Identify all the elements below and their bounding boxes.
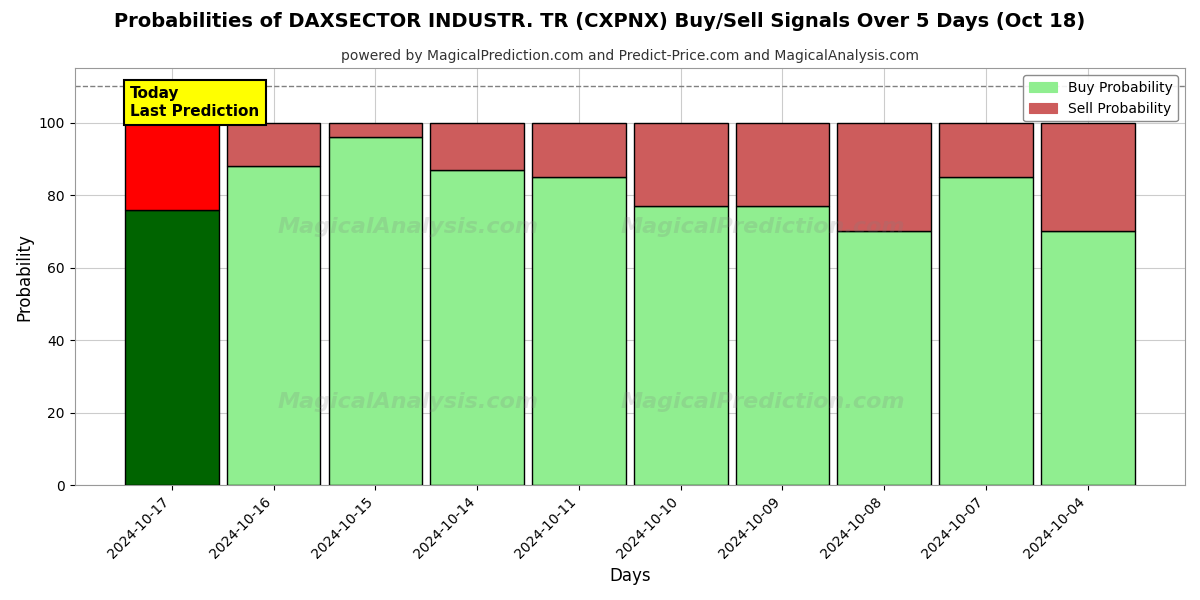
Bar	[227, 166, 320, 485]
Legend: Buy Probability, Sell Probability: Buy Probability, Sell Probability	[1024, 75, 1178, 121]
Bar	[125, 123, 218, 209]
Bar	[329, 137, 422, 485]
Text: MagicalPrediction.com: MagicalPrediction.com	[620, 392, 905, 412]
Bar	[125, 209, 218, 485]
X-axis label: Days: Days	[610, 567, 650, 585]
Bar	[532, 177, 625, 485]
Bar	[634, 123, 727, 206]
Y-axis label: Probability: Probability	[16, 233, 34, 320]
Bar	[1040, 232, 1134, 485]
Bar	[532, 123, 625, 177]
Text: MagicalAnalysis.com: MagicalAnalysis.com	[277, 392, 539, 412]
Bar	[736, 123, 829, 206]
Bar	[1040, 123, 1134, 232]
Bar	[329, 123, 422, 137]
Bar	[838, 232, 931, 485]
Bar	[736, 206, 829, 485]
Bar	[634, 206, 727, 485]
Bar	[431, 123, 524, 170]
Text: MagicalAnalysis.com: MagicalAnalysis.com	[277, 217, 539, 237]
Bar	[227, 123, 320, 166]
Bar	[838, 123, 931, 232]
Text: Today
Last Prediction: Today Last Prediction	[131, 86, 259, 119]
Text: MagicalPrediction.com: MagicalPrediction.com	[620, 217, 905, 237]
Bar	[940, 177, 1033, 485]
Bar	[940, 123, 1033, 177]
Title: powered by MagicalPrediction.com and Predict-Price.com and MagicalAnalysis.com: powered by MagicalPrediction.com and Pre…	[341, 49, 919, 63]
Bar	[431, 170, 524, 485]
Text: Probabilities of DAXSECTOR INDUSTR. TR (CXPNX) Buy/Sell Signals Over 5 Days (Oct: Probabilities of DAXSECTOR INDUSTR. TR (…	[114, 12, 1086, 31]
